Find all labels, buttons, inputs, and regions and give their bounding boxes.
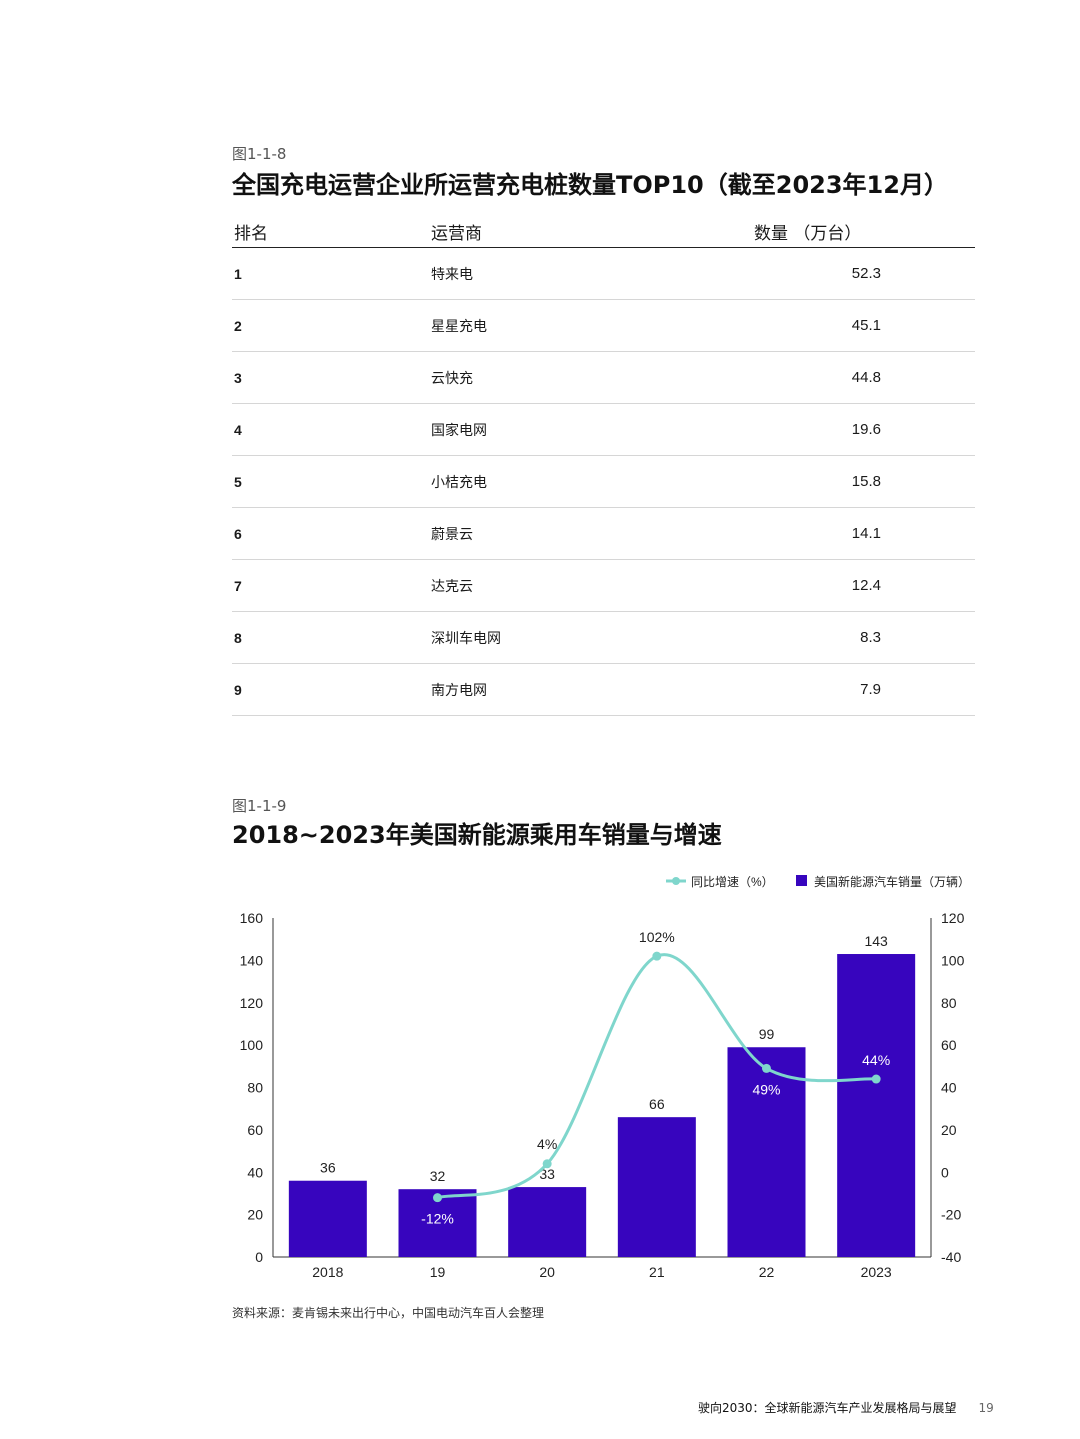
quantity-cell: 14.1 xyxy=(754,507,975,560)
right-tick-label: -40 xyxy=(941,1249,961,1265)
growth-value-label: 4% xyxy=(537,1136,557,1152)
growth-point xyxy=(542,1159,552,1169)
growth-value-label: -12% xyxy=(421,1211,454,1227)
right-tick-label: -20 xyxy=(941,1207,961,1223)
table-row: 8 深圳车电网 8.3 xyxy=(232,611,975,664)
table-row: 7 达克云 12.4 xyxy=(232,559,975,612)
bar xyxy=(617,1117,696,1257)
bar xyxy=(837,954,916,1257)
x-tick-label: 22 xyxy=(759,1264,775,1280)
growth-value-label: 49% xyxy=(752,1081,780,1097)
quantity-cell: 45.1 xyxy=(754,299,975,352)
x-tick-label: 2023 xyxy=(861,1264,892,1280)
table-row: 4 国家电网 19.6 xyxy=(232,403,975,456)
growth-point xyxy=(652,951,662,961)
bar xyxy=(288,1180,367,1257)
column-header-operator: 运营商 xyxy=(429,216,754,248)
x-tick-label: 20 xyxy=(539,1264,555,1280)
quantity-cell: 7.9 xyxy=(754,663,975,716)
right-tick-label: 120 xyxy=(941,910,965,926)
left-tick-label: 40 xyxy=(247,1164,263,1180)
table-row: 3 云快充 44.8 xyxy=(232,351,975,404)
left-tick-label: 20 xyxy=(247,1207,263,1223)
rank-cell: 3 xyxy=(232,351,429,404)
operator-cell: 云快充 xyxy=(429,351,754,404)
quantity-cell: 52.3 xyxy=(754,247,975,300)
right-tick-label: 60 xyxy=(941,1037,957,1053)
rank-cell: 2 xyxy=(232,299,429,352)
sales-growth-chart: 0 20 40 60 80 100 120 140 160 -40 -20 0 20 40 60 80 100 1… xyxy=(240,874,970,1280)
operator-cell: 国家电网 xyxy=(429,403,754,456)
x-tick-label: 2018 xyxy=(312,1264,343,1280)
table-row: 2 星星充电 45.1 xyxy=(232,299,975,352)
left-tick-label: 60 xyxy=(247,1122,263,1138)
legend-line-label: 同比增速（%） xyxy=(691,875,774,889)
growth-point xyxy=(433,1193,442,1203)
table-row: 5 小桔充电 15.8 xyxy=(232,455,975,508)
legend-bar-swatch xyxy=(796,875,807,886)
bar xyxy=(727,1047,806,1257)
quantity-cell: 15.8 xyxy=(754,455,975,508)
bar xyxy=(508,1187,587,1257)
legend-line-marker xyxy=(672,877,680,885)
bar-value-label: 66 xyxy=(649,1096,665,1112)
growth-value-label: 102% xyxy=(639,929,675,945)
operator-cell: 深圳车电网 xyxy=(429,611,754,664)
figure1-title: 全国充电运营企业所运营充电桩数量TOP10（截至2023年12月） xyxy=(232,171,948,199)
table-row: 9 南方电网 7.9 xyxy=(232,663,975,716)
right-tick-label: 20 xyxy=(941,1122,957,1138)
operator-cell: 蔚景云 xyxy=(429,507,754,560)
growth-point xyxy=(871,1074,881,1084)
rank-cell: 9 xyxy=(232,663,429,716)
rank-cell: 5 xyxy=(232,455,429,508)
footer-title: 驶向2030：全球新能源汽车产业发展格局与展望 xyxy=(698,1401,957,1415)
left-tick-label: 140 xyxy=(240,952,264,968)
operator-cell: 南方电网 xyxy=(429,663,754,716)
figure1-label: 图1-1-8 xyxy=(232,145,287,163)
left-tick-label: 0 xyxy=(255,1249,263,1265)
table-row: 6 蔚景云 14.1 xyxy=(232,507,975,560)
ranking-table: 排名 运营商 数量 （万台） 1 特来电 52.3 2 星星充电 45.1 3 云快充 44.8… xyxy=(232,216,975,716)
left-tick-label: 80 xyxy=(247,1080,263,1096)
figure2-label: 图1-1-9 xyxy=(232,797,287,815)
rank-cell: 8 xyxy=(232,611,429,664)
rank-cell: 7 xyxy=(232,559,429,612)
right-tick-label: 80 xyxy=(941,995,957,1011)
right-tick-label: 40 xyxy=(941,1080,957,1096)
operator-cell: 星星充电 xyxy=(429,299,754,352)
x-tick-label: 21 xyxy=(649,1264,665,1280)
quantity-cell: 8.3 xyxy=(754,611,975,664)
quantity-cell: 12.4 xyxy=(754,559,975,612)
source-note: 资料来源：麦肯锡未来出行中心，中国电动汽车百人会整理 xyxy=(232,1306,545,1320)
rank-cell: 4 xyxy=(232,403,429,456)
rank-cell: 6 xyxy=(232,507,429,560)
legend-bar-label: 美国新能源汽车销量（万辆） xyxy=(814,874,970,889)
left-tick-label: 120 xyxy=(240,995,264,1011)
column-header-quantity: 数量 （万台） xyxy=(754,216,975,248)
bar-value-label: 99 xyxy=(759,1026,775,1042)
right-tick-label: 0 xyxy=(941,1164,949,1180)
figure2-title: 2018~2023年美国新能源乘用车销量与增速 xyxy=(232,821,722,849)
bar-value-label: 32 xyxy=(430,1168,446,1184)
quantity-cell: 44.8 xyxy=(754,351,975,404)
left-tick-label: 160 xyxy=(240,910,264,926)
table-header-row: 排名 运营商 数量 （万台） xyxy=(232,216,975,248)
x-tick-label: 19 xyxy=(430,1264,446,1280)
growth-value-label: 44% xyxy=(862,1052,890,1068)
column-header-rank: 排名 xyxy=(232,216,429,248)
right-tick-label: 100 xyxy=(941,952,965,968)
quantity-cell: 19.6 xyxy=(754,403,975,456)
operator-cell: 小桔充电 xyxy=(429,455,754,508)
page-number: 19 xyxy=(978,1401,994,1415)
left-tick-label: 100 xyxy=(240,1037,264,1053)
page-footer: 驶向2030：全球新能源汽车产业发展格局与展望 19 xyxy=(698,1399,994,1416)
rank-cell: 1 xyxy=(232,247,429,300)
operator-cell: 达克云 xyxy=(429,559,754,612)
operator-cell: 特来电 xyxy=(429,247,754,300)
table-row: 1 特来电 52.3 xyxy=(232,247,975,300)
bar-value-label: 36 xyxy=(320,1160,336,1176)
bar-value-label: 143 xyxy=(864,933,888,949)
growth-point xyxy=(762,1063,771,1073)
bar-value-label: 33 xyxy=(539,1166,555,1182)
